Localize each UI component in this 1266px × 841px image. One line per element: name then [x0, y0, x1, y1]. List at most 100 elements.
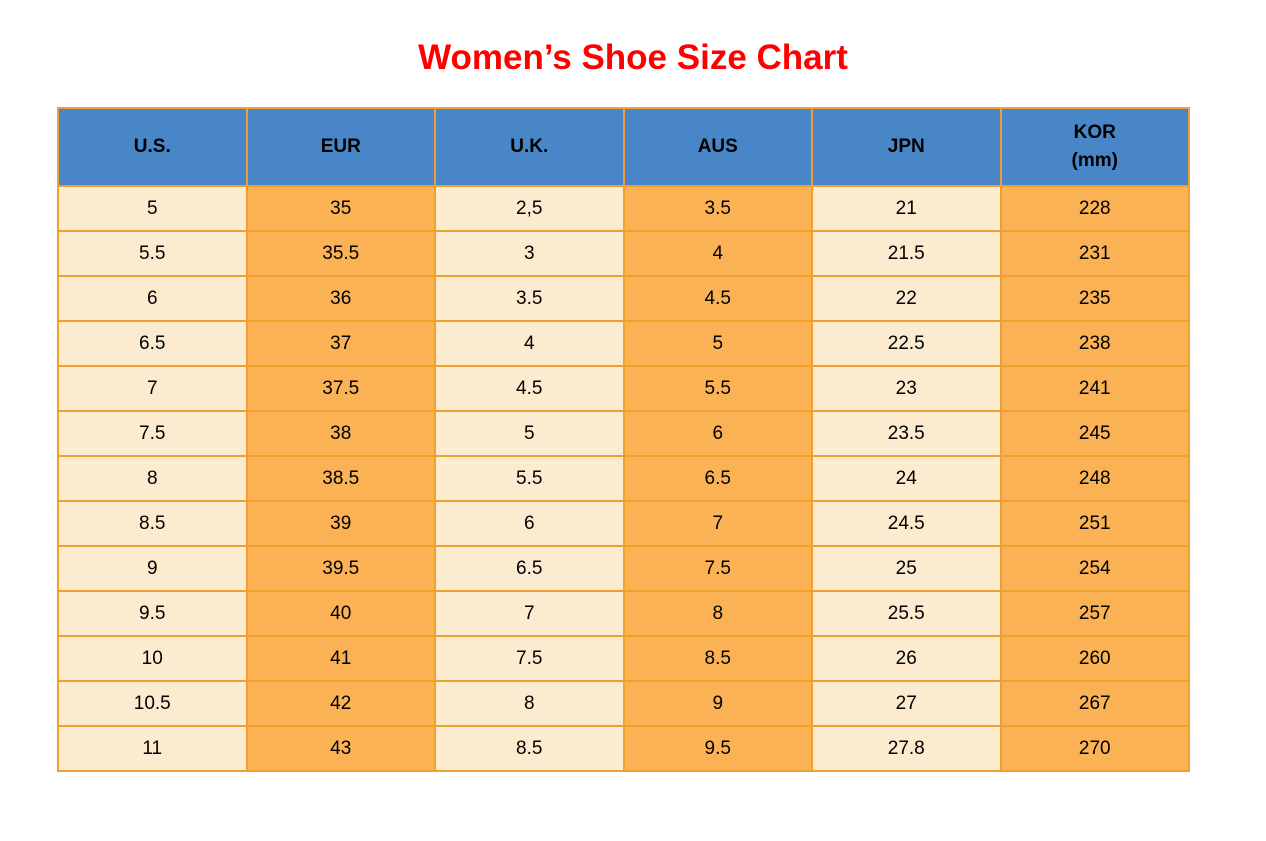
table-cell-jpn: 22.5 — [811, 320, 1002, 367]
table-cell-uk: 5 — [434, 410, 625, 457]
table-cell-aus: 5 — [622, 320, 813, 367]
table-cell-jpn: 27 — [811, 680, 1002, 727]
table-cell-eur: 35.5 — [245, 230, 436, 277]
table-cell-uk: 3 — [434, 230, 625, 277]
table-cell-kor: 238 — [999, 320, 1190, 367]
column-header-label: KOR — [1073, 121, 1116, 143]
table-cell-kor: 235 — [999, 275, 1190, 322]
column-header-eur: EUR — [245, 107, 436, 187]
table-cell-jpn: 23 — [811, 365, 1002, 412]
table-cell-kor: 267 — [999, 680, 1190, 727]
table-cell-us: 11 — [57, 725, 248, 772]
table-cell-kor: 260 — [999, 635, 1190, 682]
table-cell-us: 8 — [57, 455, 248, 502]
table-cell-aus: 8 — [622, 590, 813, 637]
table-cell-eur: 37 — [245, 320, 436, 367]
column-header-aus: AUS — [622, 107, 813, 187]
table-cell-uk: 8.5 — [434, 725, 625, 772]
table-cell-eur: 39.5 — [245, 545, 436, 592]
table-cell-jpn: 25.5 — [811, 590, 1002, 637]
table-cell-uk: 7.5 — [434, 635, 625, 682]
table-cell-aus: 7 — [622, 500, 813, 547]
table-cell-us: 7 — [57, 365, 248, 412]
table-cell-kor: 251 — [999, 500, 1190, 547]
shoe-size-table: U.S. EUR U.K. AUS JPN KOR (mm) 5 35 2,5 3.5 21 228 5… — [57, 107, 1190, 772]
table-cell-aus: 4.5 — [622, 275, 813, 322]
table-cell-jpn: 21 — [811, 185, 1002, 232]
table-cell-aus: 7.5 — [622, 545, 813, 592]
column-header-label: U.S. — [133, 135, 171, 157]
table-header: U.S. EUR U.K. AUS JPN KOR (mm) — [57, 107, 1190, 187]
table-cell-kor: 270 — [999, 725, 1190, 772]
table-cell-us: 6.5 — [57, 320, 248, 367]
column-header-label: JPN — [887, 135, 925, 157]
table-cell-jpn: 24 — [811, 455, 1002, 502]
column-header-us: U.S. — [57, 107, 248, 187]
table-row: 10.5 42 8 9 27 267 — [57, 680, 1190, 727]
table-cell-aus: 4 — [622, 230, 813, 277]
table-cell-us: 9.5 — [57, 590, 248, 637]
table-cell-aus: 5.5 — [622, 365, 813, 412]
table-cell-eur: 41 — [245, 635, 436, 682]
table-cell-us: 5.5 — [57, 230, 248, 277]
table-cell-us: 10.5 — [57, 680, 248, 727]
table-cell-jpn: 25 — [811, 545, 1002, 592]
column-header-sublabel: (mm) — [1071, 150, 1118, 171]
table-cell-eur: 40 — [245, 590, 436, 637]
table-cell-uk: 5.5 — [434, 455, 625, 502]
column-header-jpn: JPN — [811, 107, 1002, 187]
table-row: 8.5 39 6 7 24.5 251 — [57, 500, 1190, 547]
table-cell-kor: 257 — [999, 590, 1190, 637]
table-cell-uk: 3.5 — [434, 275, 625, 322]
table-cell-eur: 43 — [245, 725, 436, 772]
table-cell-eur: 37.5 — [245, 365, 436, 412]
table-cell-jpn: 23.5 — [811, 410, 1002, 457]
table-row: 9.5 40 7 8 25.5 257 — [57, 590, 1190, 637]
page-title: Women’s Shoe Size Chart — [418, 38, 848, 77]
column-header-label: EUR — [320, 135, 361, 157]
table-cell-aus: 9 — [622, 680, 813, 727]
table-cell-jpn: 26 — [811, 635, 1002, 682]
column-header-kor: KOR (mm) — [999, 107, 1190, 187]
table-cell-uk: 7 — [434, 590, 625, 637]
table-cell-uk: 4.5 — [434, 365, 625, 412]
table-cell-eur: 39 — [245, 500, 436, 547]
table-cell-jpn: 21.5 — [811, 230, 1002, 277]
table-cell-us: 8.5 — [57, 500, 248, 547]
table-row: 8 38.5 5.5 6.5 24 248 — [57, 455, 1190, 502]
table-row: 10 41 7.5 8.5 26 260 — [57, 635, 1190, 682]
table-cell-uk: 8 — [434, 680, 625, 727]
table-cell-kor: 248 — [999, 455, 1190, 502]
table-cell-us: 9 — [57, 545, 248, 592]
table-cell-us: 6 — [57, 275, 248, 322]
table-row: 9 39.5 6.5 7.5 25 254 — [57, 545, 1190, 592]
table-cell-us: 7.5 — [57, 410, 248, 457]
table-cell-aus: 6.5 — [622, 455, 813, 502]
table-row: 5.5 35.5 3 4 21.5 231 — [57, 230, 1190, 277]
table-cell-jpn: 27.8 — [811, 725, 1002, 772]
table-header-row: U.S. EUR U.K. AUS JPN KOR (mm) — [57, 107, 1190, 187]
table-cell-uk: 6 — [434, 500, 625, 547]
table-cell-uk: 2,5 — [434, 185, 625, 232]
table-cell-uk: 6.5 — [434, 545, 625, 592]
table-cell-kor: 245 — [999, 410, 1190, 457]
table-cell-kor: 228 — [999, 185, 1190, 232]
column-header-label: AUS — [697, 135, 738, 157]
table-row: 6.5 37 4 5 22.5 238 — [57, 320, 1190, 367]
table-body: 5 35 2,5 3.5 21 228 5.5 35.5 3 4 21.5 231 6 36 3.5 4.5 2… — [57, 185, 1190, 772]
table-row: 7 37.5 4.5 5.5 23 241 — [57, 365, 1190, 412]
table-cell-eur: 38 — [245, 410, 436, 457]
table-cell-aus: 3.5 — [622, 185, 813, 232]
table-row: 5 35 2,5 3.5 21 228 — [57, 185, 1190, 232]
table-cell-eur: 36 — [245, 275, 436, 322]
table-row: 7.5 38 5 6 23.5 245 — [57, 410, 1190, 457]
table-cell-aus: 9.5 — [622, 725, 813, 772]
column-header-uk: U.K. — [434, 107, 625, 187]
table-cell-eur: 38.5 — [245, 455, 436, 502]
table-row: 11 43 8.5 9.5 27.8 270 — [57, 725, 1190, 772]
table-row: 6 36 3.5 4.5 22 235 — [57, 275, 1190, 322]
table-cell-kor: 254 — [999, 545, 1190, 592]
table-cell-eur: 42 — [245, 680, 436, 727]
column-header-label: U.K. — [510, 135, 549, 157]
